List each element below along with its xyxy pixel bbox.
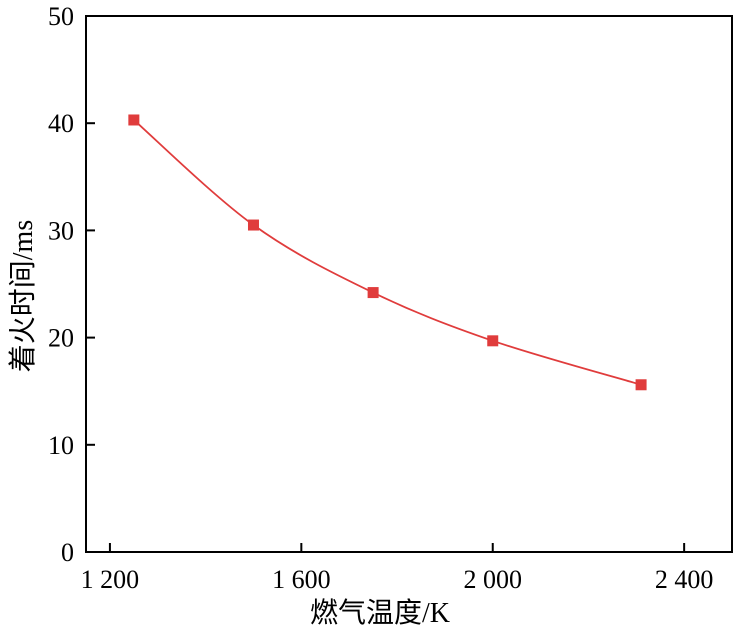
series-line (133, 119, 642, 386)
data-point-marker (367, 287, 379, 299)
x-tick-label: 1 600 (272, 565, 331, 594)
data-point-marker (128, 114, 140, 126)
x-tick-label: 1 200 (81, 565, 140, 594)
x-axis-title: 燃气温度/K (310, 597, 450, 629)
y-tick-label: 10 (48, 431, 74, 460)
y-axis: 0 10 20 30 40 50 (48, 2, 95, 567)
series-layer (128, 114, 647, 391)
x-axis: 1 200 1 600 2 000 2 400 (81, 543, 714, 594)
x-tick-label: 2 000 (463, 565, 522, 594)
plot-border (85, 15, 733, 553)
x-tick-label: 2 400 (655, 565, 714, 594)
y-tick-label: 20 (48, 324, 74, 353)
data-point-marker (635, 379, 647, 391)
data-point-marker (247, 219, 259, 231)
y-tick-label: 50 (48, 2, 74, 31)
data-point-marker (487, 335, 499, 347)
y-tick-label: 0 (61, 538, 74, 567)
y-axis-title: 着火时间/ms (7, 220, 39, 372)
plot-frame (85, 15, 733, 553)
y-tick-label: 40 (48, 109, 74, 138)
y-tick-label: 30 (48, 216, 74, 245)
